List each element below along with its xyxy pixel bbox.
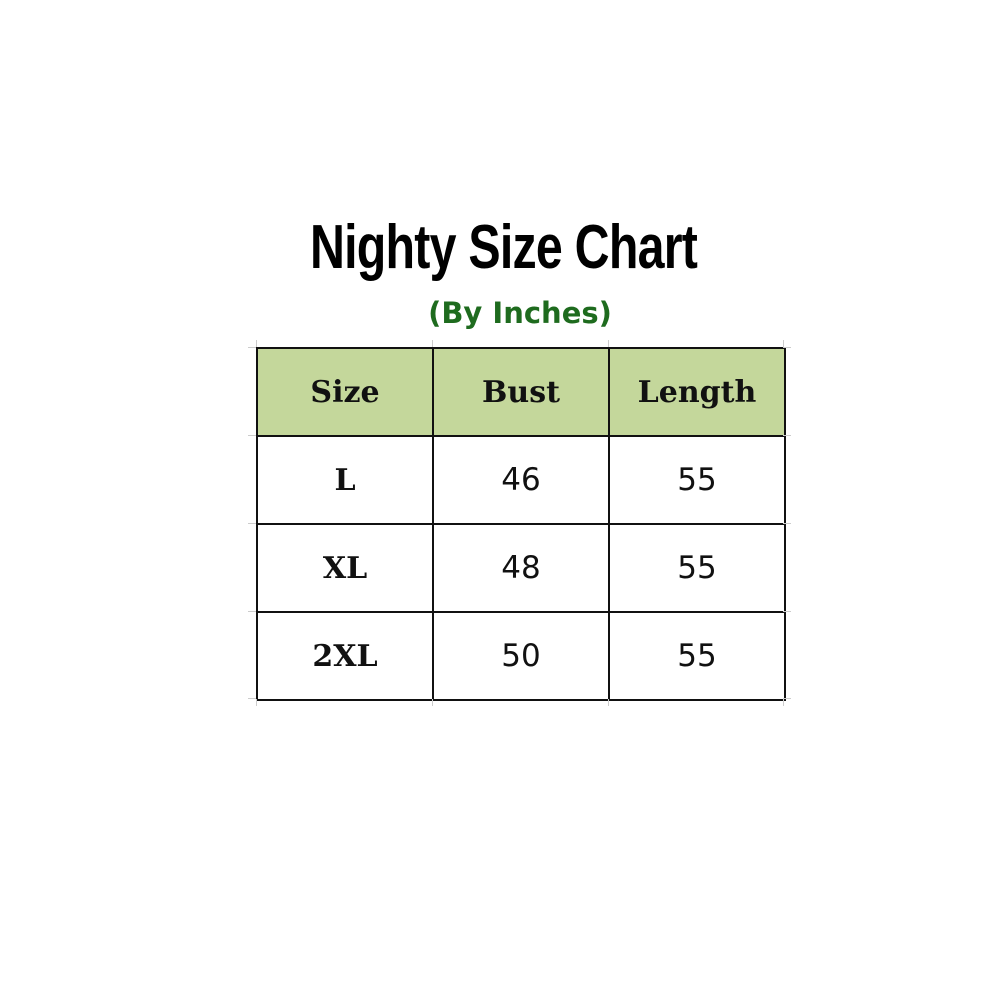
page-title: Nighty Size Chart [309,213,698,282]
cell-size: L [256,435,434,525]
grid-tick [783,435,791,436]
cell-length: 55 [608,435,786,525]
header-bust: Bust [432,347,610,437]
grid-tick [248,611,256,612]
grid-tick [608,340,609,347]
grid-tick [248,523,256,524]
table-row: XL 48 55 [256,523,786,613]
grid-tick [783,523,791,524]
page-subtitle: (By Inches) [428,296,612,330]
size-chart-table: Size Bust Length L 46 55 XL 48 55 2XL 50 55 [256,347,786,701]
grid-tick [432,699,433,706]
cell-bust: 48 [432,523,610,613]
table-row: 2XL 50 55 [256,611,786,701]
cell-bust: 46 [432,435,610,525]
grid-tick [256,699,257,706]
grid-tick [783,340,784,347]
cell-bust: 50 [432,611,610,701]
grid-tick [432,340,433,347]
cell-size: 2XL [256,611,434,701]
grid-tick [248,347,256,348]
table-header-row: Size Bust Length [256,347,786,437]
grid-tick [783,347,791,348]
grid-tick [783,698,791,699]
grid-tick [256,340,257,347]
cell-size: XL [256,523,434,613]
header-length: Length [608,347,786,437]
grid-tick [608,699,609,706]
table-row: L 46 55 [256,435,786,525]
cell-length: 55 [608,611,786,701]
grid-tick [248,698,256,699]
grid-tick [248,435,256,436]
grid-tick [783,611,791,612]
cell-length: 55 [608,523,786,613]
grid-tick [783,699,784,706]
header-size: Size [256,347,434,437]
